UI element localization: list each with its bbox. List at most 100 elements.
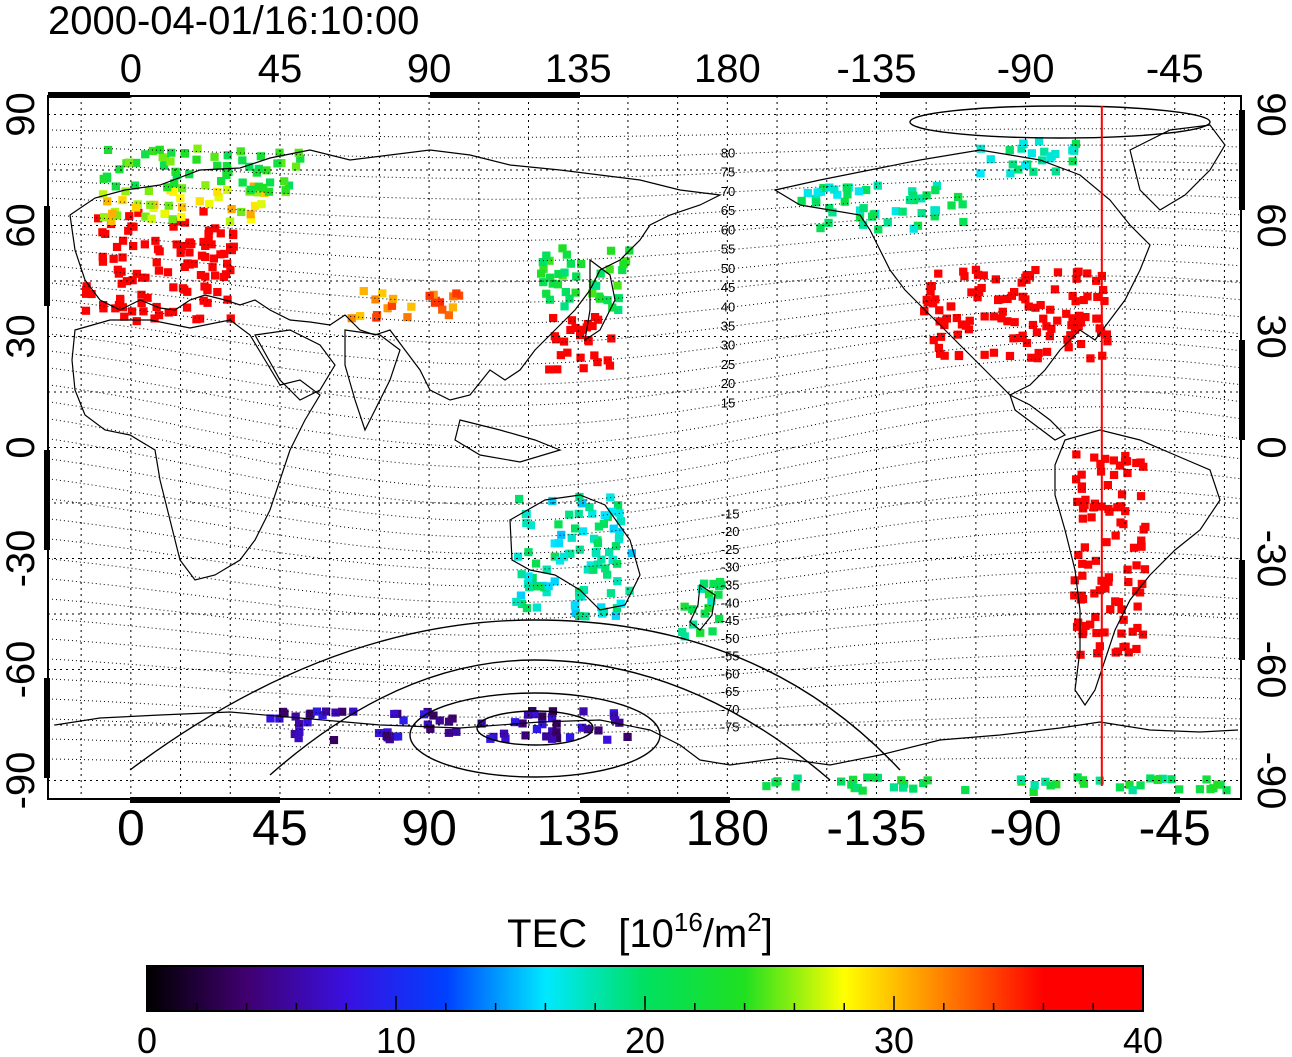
tec-cell [707, 596, 716, 605]
tec-cell [1087, 513, 1096, 522]
tec-cell [986, 155, 995, 164]
tec-cell [1008, 160, 1017, 169]
magnetic-latitude-label: -15 [721, 506, 740, 521]
tec-cell [1125, 780, 1134, 789]
tec-cell [618, 266, 627, 275]
tec-cell [571, 323, 580, 332]
tec-cell [278, 707, 288, 716]
tec-cell [803, 188, 812, 197]
tec-cell [976, 169, 985, 178]
tec-cell [321, 707, 331, 716]
tec-cell [312, 707, 322, 716]
tec-cell [1101, 454, 1110, 463]
tec-cell [596, 269, 605, 278]
magnetic-latitude-label: 75 [721, 165, 735, 180]
tec-cell [164, 308, 173, 317]
tec-cell [953, 330, 962, 339]
tec-cell [586, 561, 595, 570]
magnetic-latitude-line [48, 291, 1241, 345]
tec-cell [151, 236, 160, 245]
tec-cell [615, 527, 624, 536]
tec-cell [579, 707, 588, 716]
tec-cell [545, 256, 554, 265]
tec-cell [1028, 320, 1038, 329]
colorbar-title: TEC [1016/m2] [507, 907, 773, 956]
tec-cell [522, 510, 531, 519]
magnetic-latitude-line [48, 612, 1241, 653]
tec-cell [1139, 525, 1148, 534]
coastline-indonesia [454, 419, 562, 463]
tec-cell [899, 783, 908, 792]
tec-cell [793, 774, 802, 783]
tec-cell [1139, 462, 1148, 471]
tec-cell [291, 162, 301, 171]
tec-cell [131, 203, 141, 212]
coastline-africa [71, 319, 321, 581]
lon-tick-label-bottom: 0 [117, 800, 145, 856]
coastline-south-america [1054, 429, 1221, 707]
tec-cell [193, 144, 202, 153]
tec-cell [538, 258, 547, 267]
tec-cell [973, 293, 982, 302]
tec-cell [246, 185, 255, 194]
tec-cell [1009, 334, 1018, 343]
tec-cell [522, 604, 532, 613]
tec-cell [952, 314, 961, 323]
tec-cell [1092, 276, 1101, 285]
tec-cell [1062, 309, 1071, 318]
magnetic-latitude-label: 35 [721, 318, 735, 333]
tec-cell [575, 611, 584, 620]
tec-cell [1042, 347, 1052, 356]
tec-cell [615, 718, 624, 727]
tec-cell [613, 281, 622, 290]
tec-cell [210, 152, 219, 161]
tec-cell [714, 590, 723, 599]
tec-cell [185, 238, 194, 247]
magnetic-latitude-label: 40 [721, 299, 735, 314]
tec-cell [128, 276, 137, 285]
tec-cell [576, 331, 585, 340]
tec-cell [1017, 144, 1026, 153]
tec-cell [141, 212, 150, 221]
tec-cell [204, 235, 213, 244]
tec-cell [158, 153, 167, 162]
tec-cell [107, 217, 116, 226]
lon-tick-label-top: 0 [120, 47, 142, 91]
south-magnetic-oval-inner [476, 710, 594, 746]
tec-cell [266, 714, 275, 723]
tec-cell [567, 316, 577, 325]
tec-cell [1167, 775, 1176, 784]
tec-cell [1117, 629, 1126, 638]
magnetic-latitude-line [48, 715, 1241, 735]
tec-cell [207, 240, 216, 249]
tec-cell [1115, 783, 1125, 792]
tec-cell [143, 293, 152, 302]
coastline-central-america [1008, 393, 1067, 441]
lat-tick-label-left: 90 [0, 92, 43, 137]
tec-cell [129, 222, 138, 231]
tec-cell [217, 177, 226, 186]
tec-cell [1100, 297, 1109, 306]
tec-cell [1003, 294, 1012, 303]
tec-cell [208, 263, 217, 272]
tec-cell [593, 358, 602, 367]
south-magnetic-oval-mid [409, 692, 661, 778]
magnetic-latitude-label: -55 [721, 649, 740, 664]
tec-cell [1045, 332, 1054, 341]
tec-cell [619, 260, 628, 269]
colorbar-tick-label: 0 [137, 1020, 157, 1057]
tec-cell [112, 211, 122, 220]
tec-cell [597, 555, 606, 564]
tec-cell [177, 203, 187, 212]
tec-cell [548, 727, 557, 736]
tec-cell [1093, 292, 1102, 301]
tec-cell [583, 725, 593, 734]
tec-cell [550, 577, 559, 586]
magnetic-latitude-label: 30 [721, 338, 735, 353]
lon-tick-label-top: -90 [997, 47, 1055, 91]
tec-cell [390, 709, 399, 718]
tec-cell [1070, 576, 1079, 585]
tec-cell [909, 191, 918, 200]
tec-cell [1113, 647, 1123, 656]
tec-cell [140, 240, 149, 249]
